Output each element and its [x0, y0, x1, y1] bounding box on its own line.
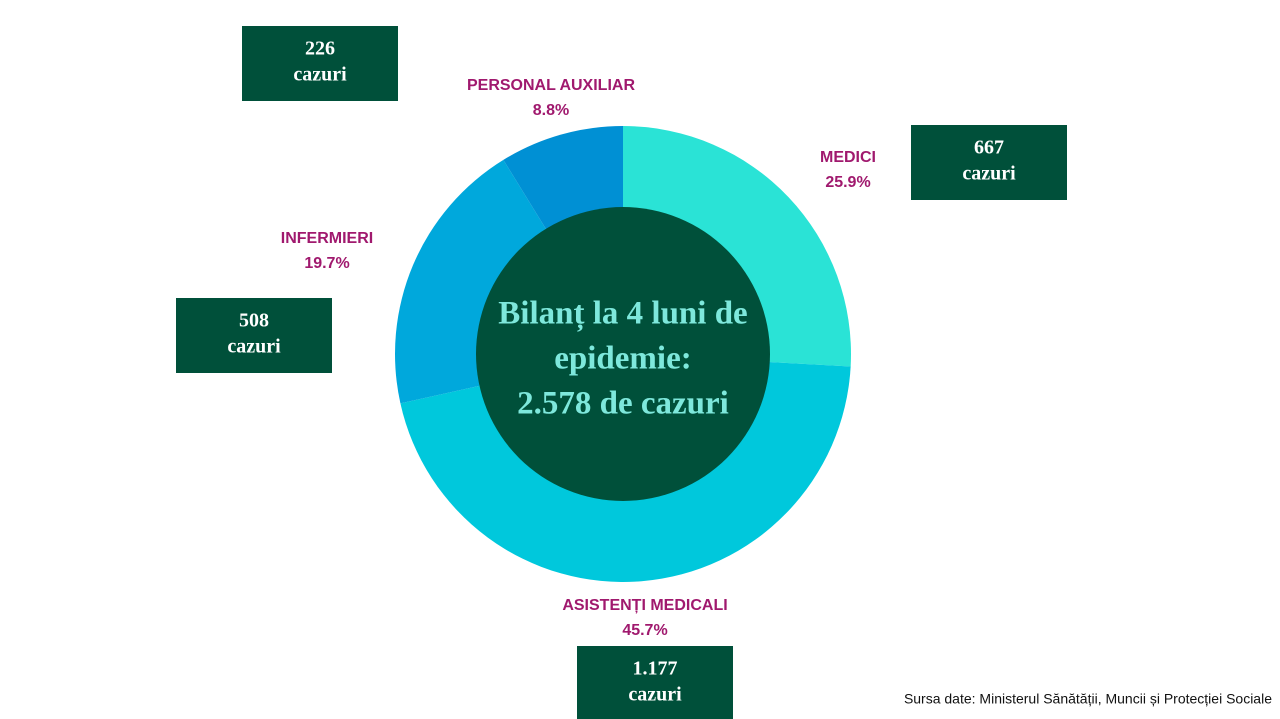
source: Sursa date: Ministerul Sănătății, Muncii… — [904, 691, 1272, 707]
case-count: 667 — [974, 137, 1004, 159]
value-label: 45.7% — [622, 622, 667, 639]
center-text: 2.578 de cazuri — [517, 386, 729, 422]
center-text: epidemie: — [554, 341, 691, 377]
case-unit: cazuri — [293, 64, 347, 86]
value-label: 19.7% — [304, 255, 349, 272]
case-unit: cazuri — [962, 163, 1016, 185]
case-count: 508 — [239, 310, 269, 332]
case-box — [242, 26, 398, 101]
category-label: INFERMIERI — [281, 230, 373, 247]
case-box — [911, 125, 1067, 200]
donut-center — [476, 207, 770, 501]
case-box — [577, 646, 733, 719]
category-label: PERSONAL AUXILIAR — [467, 77, 635, 94]
category-label: MEDICI — [820, 149, 876, 166]
case-unit: cazuri — [227, 336, 281, 358]
value-label: 8.8% — [533, 102, 569, 119]
center-text: Bilanț la 4 luni de — [498, 296, 747, 333]
case-box — [176, 298, 332, 373]
case-count: 1.177 — [633, 658, 678, 680]
value-label: 25.9% — [825, 174, 870, 191]
case-unit: cazuri — [628, 684, 682, 706]
case-count: 226 — [305, 38, 335, 60]
category-label: ASISTENȚI MEDICALI — [562, 597, 727, 614]
